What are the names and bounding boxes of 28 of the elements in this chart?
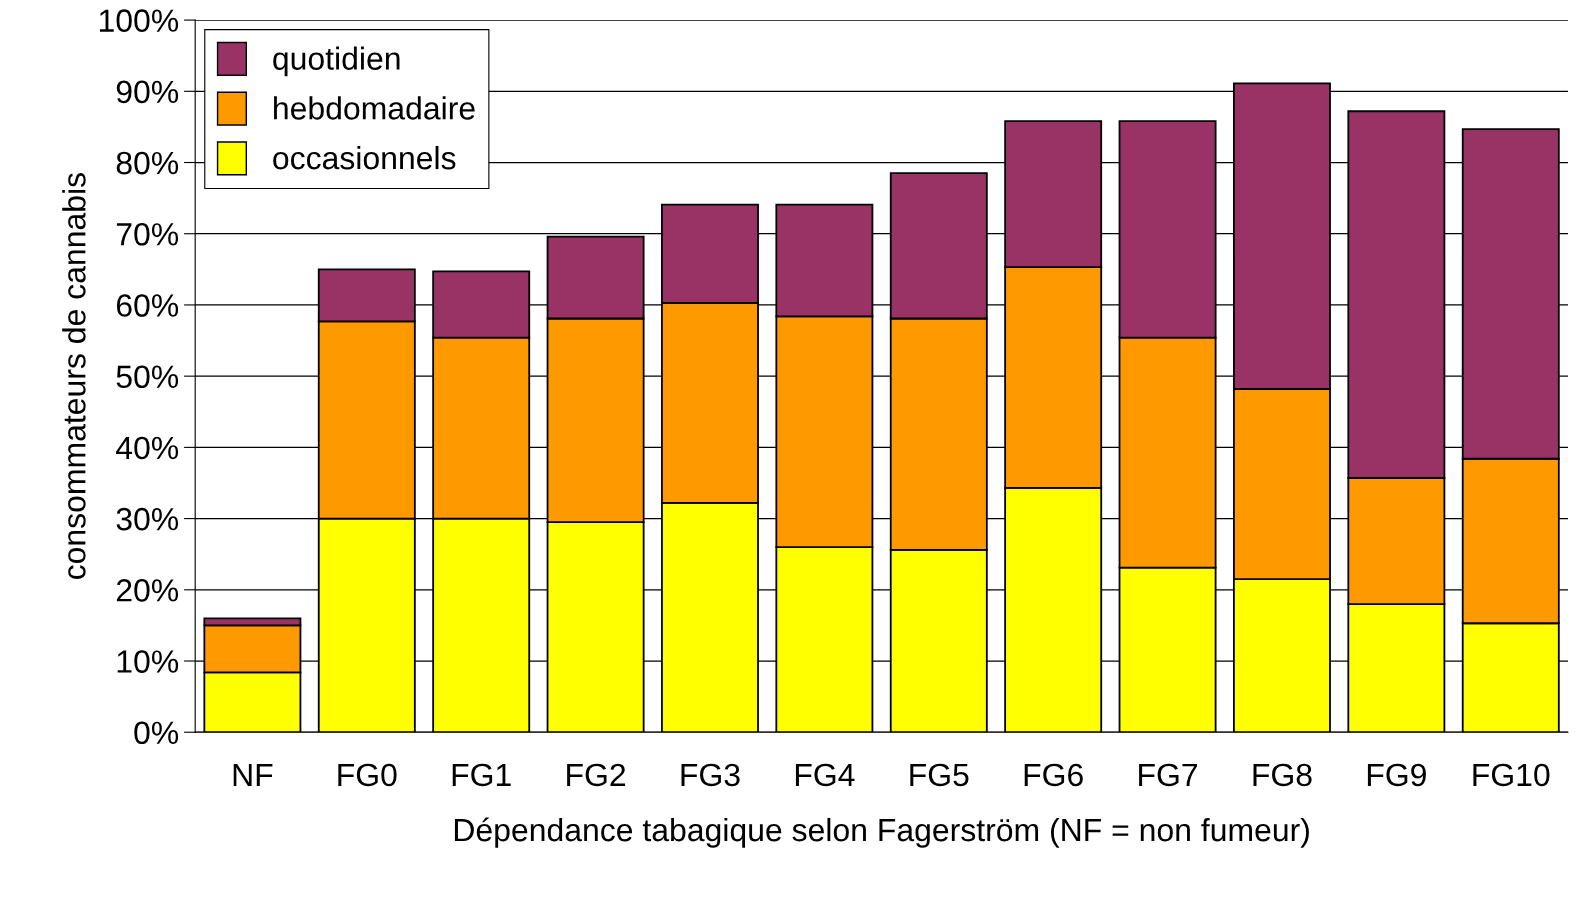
x-tick-label: FG8: [1253, 763, 1312, 787]
y-tick-label: 0%: [134, 721, 179, 745]
x-tick-label: NF: [233, 763, 273, 786]
x-tick-label: FG4: [795, 763, 855, 787]
y-axis-title: consommateurs de cannabis: [62, 173, 86, 579]
legend-label: hebdomadaire: [274, 96, 475, 120]
y-tick-label: 70%: [116, 223, 179, 246]
x-tick-label: FG10: [1473, 763, 1550, 787]
y-tick-label: 10%: [117, 650, 179, 673]
x-tick-label: FG6: [1024, 763, 1083, 787]
y-tick-label: 40%: [116, 436, 179, 460]
y-tick-label: 20%: [116, 579, 179, 602]
y-tick-label: 30%: [116, 507, 179, 531]
y-tick-label: 80%: [116, 151, 179, 175]
legend-label: quotidien: [273, 46, 400, 77]
legend-label: occasionnels: [273, 145, 456, 170]
x-tick-label: FG7: [1139, 763, 1198, 787]
x-tick-label: FG2: [567, 763, 626, 787]
x-tick-label: FG1: [452, 763, 511, 787]
x-tick-label: FG9: [1367, 763, 1426, 787]
y-tick-label: 60%: [116, 294, 179, 317]
y-tick-label: 50%: [116, 365, 179, 389]
y-tick-label: 100%: [99, 9, 179, 32]
y-tick-label: 90%: [116, 80, 179, 104]
x-tick-label: FG5: [910, 763, 969, 787]
x-tick-label: FG0: [338, 763, 397, 787]
x-axis-title: Dépendance tabagique selon Fagerström (NF = non fumeur): [454, 817, 1309, 848]
x-tick-label: FG3: [681, 763, 740, 787]
